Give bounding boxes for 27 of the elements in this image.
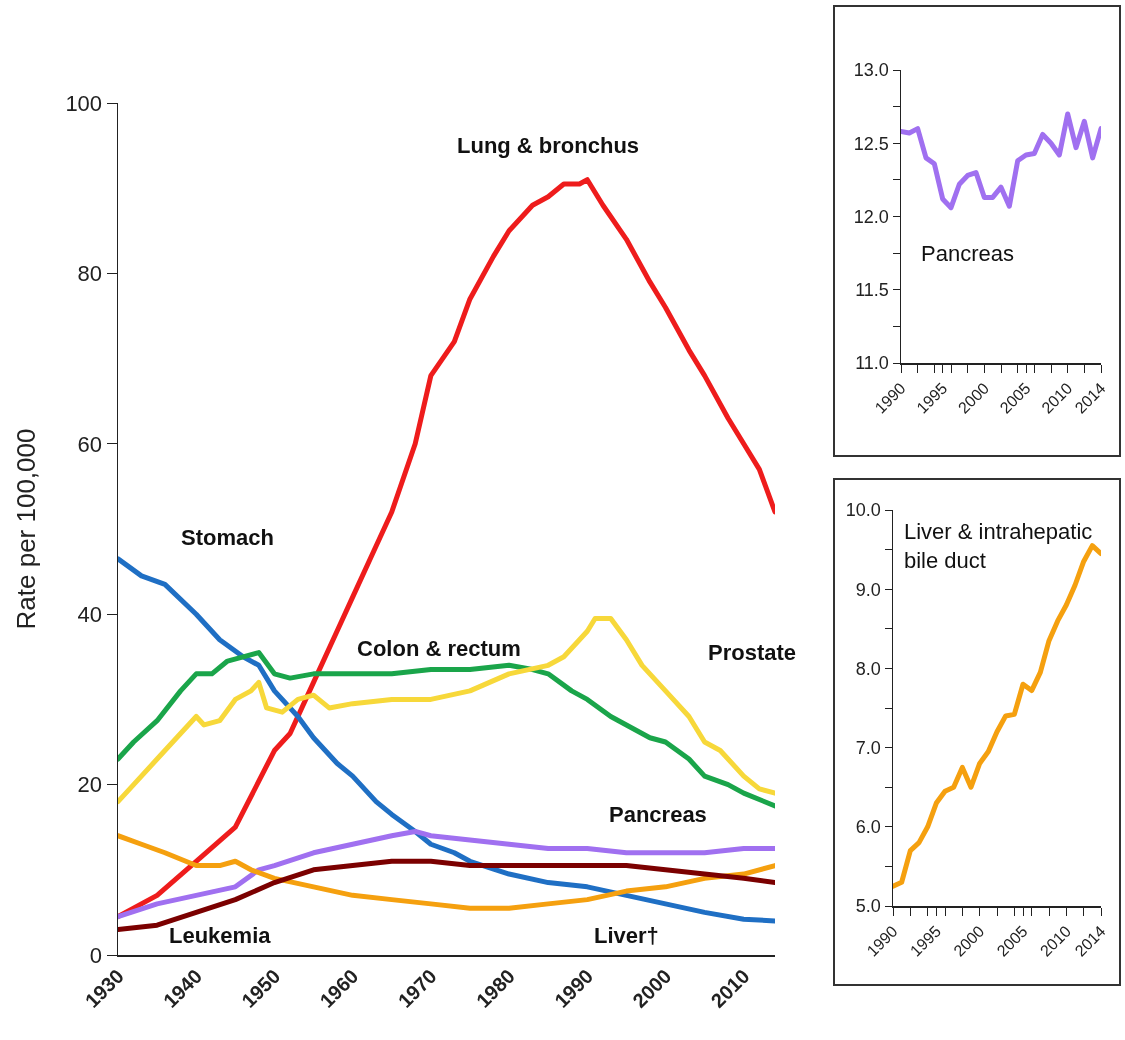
y-tick-label: 11.5 bbox=[855, 280, 889, 301]
y-tick-label: 10.0 bbox=[845, 500, 881, 521]
y-tick-label: 100 bbox=[65, 90, 103, 116]
y-tick-label: 8.0 bbox=[855, 658, 881, 679]
series-label: Stomach bbox=[181, 525, 274, 550]
y-tick-label: 20 bbox=[77, 772, 103, 798]
y-tick-label: 40 bbox=[77, 601, 103, 627]
series-label: Lung & bronchus bbox=[457, 133, 640, 158]
y-tick-label: 12.0 bbox=[853, 206, 889, 227]
series-label: Liver† bbox=[594, 923, 659, 948]
text: Prostate bbox=[708, 640, 797, 665]
y-tick-label: 13.0 bbox=[853, 60, 889, 81]
series-label: Leukemia bbox=[169, 923, 272, 948]
y-tick-label: 11.0 bbox=[855, 353, 889, 374]
series-label: Colon & rectum bbox=[357, 636, 521, 661]
series-label: Liver & intrahepatic bile duct bbox=[904, 519, 1093, 573]
y-axis-title: Rate per 100,000 bbox=[11, 428, 42, 630]
y-tick-label: 80 bbox=[77, 261, 103, 287]
y-tick-label: 7.0 bbox=[855, 737, 881, 758]
y-tick-label: 5.0 bbox=[855, 896, 881, 917]
y-tick-label: 9.0 bbox=[855, 579, 881, 600]
y-tick-label: 12.5 bbox=[853, 133, 889, 154]
y-tick-label: 6.0 bbox=[855, 817, 881, 838]
y-tick-label: 0 bbox=[89, 942, 103, 968]
y-tick-label: 60 bbox=[77, 431, 103, 457]
series-label: Pancreas bbox=[609, 802, 707, 827]
series-label: Pancreas bbox=[921, 241, 1014, 266]
